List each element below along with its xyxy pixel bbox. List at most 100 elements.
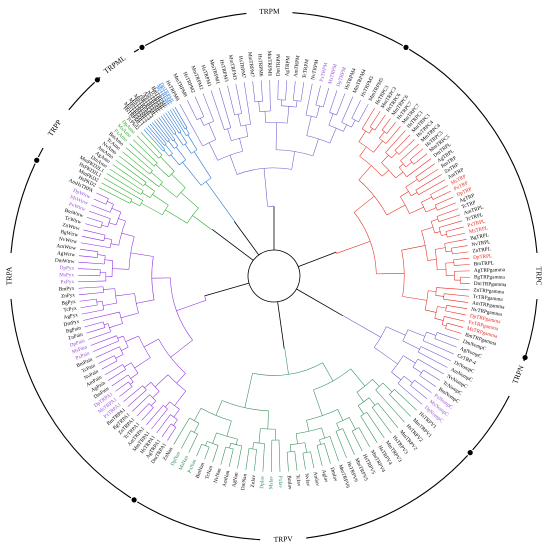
- branch: [237, 114, 242, 127]
- branch: [111, 208, 122, 213]
- branch: [379, 138, 387, 144]
- branch: [358, 165, 372, 181]
- branch: [401, 245, 426, 251]
- branch: [233, 220, 260, 256]
- leaf-label: DpTRPL: [473, 253, 492, 261]
- branch: [400, 191, 409, 197]
- branch: [306, 116, 312, 136]
- branch: [319, 439, 321, 445]
- leaf-label: MmTRPM6: [266, 51, 273, 77]
- leaf-label: MmTRPM3: [227, 54, 238, 80]
- branch: [215, 400, 223, 416]
- leaf-label: DpPain: [69, 338, 86, 349]
- branch: [405, 179, 418, 188]
- branch: [403, 375, 413, 384]
- branch: [306, 420, 310, 432]
- branch: [84, 321, 104, 328]
- branch: [208, 123, 217, 140]
- branch: [369, 126, 376, 131]
- branch: [204, 446, 210, 460]
- branch: [244, 373, 253, 408]
- branch: [432, 190, 451, 200]
- branch: [167, 374, 186, 392]
- branch: [204, 282, 250, 297]
- branch: [130, 372, 139, 379]
- branch: [374, 347, 398, 365]
- branch: [152, 194, 169, 206]
- leaf-label: AgPyx: [63, 312, 79, 321]
- leaf-label: DmWtrw: [55, 258, 75, 265]
- branch: [79, 255, 98, 258]
- branch: [118, 221, 126, 246]
- branch: [386, 204, 406, 216]
- branch: [269, 80, 271, 111]
- branch: [421, 226, 434, 232]
- branch: [140, 131, 163, 156]
- branch: [336, 241, 371, 254]
- leaf-label: AmIav: [312, 471, 321, 487]
- branch: [295, 433, 298, 444]
- branch: [298, 251, 337, 268]
- branch: [447, 322, 464, 328]
- branch: [212, 445, 219, 463]
- branch: [78, 286, 104, 289]
- leaf-label: BmPyx: [59, 286, 75, 293]
- group-label-trpn: TRPN: [510, 363, 526, 385]
- branch: [154, 374, 169, 387]
- leaf-label: MmTRPM7: [246, 52, 255, 78]
- branch: [329, 128, 337, 144]
- branch: [192, 215, 213, 231]
- branch: [366, 412, 385, 439]
- branch: [104, 259, 113, 261]
- branch: [162, 204, 169, 215]
- group-label-trpa: TRPA: [5, 266, 14, 285]
- branch: [434, 318, 444, 321]
- branch: [381, 169, 389, 177]
- branch: [247, 249, 301, 303]
- branch: [405, 186, 412, 197]
- branch: [205, 181, 235, 222]
- branch: [224, 127, 231, 131]
- branch: [204, 295, 207, 301]
- branch: [386, 122, 396, 134]
- branch: [187, 100, 198, 120]
- branch: [93, 340, 119, 352]
- branch: [385, 126, 401, 144]
- branch: [315, 85, 321, 106]
- branch: [120, 312, 139, 319]
- branch: [443, 293, 445, 300]
- branch: [421, 196, 432, 203]
- branch: [160, 115, 175, 135]
- branch: [406, 158, 432, 178]
- leaf-label: MsPain: [71, 344, 88, 355]
- branch: [352, 427, 359, 432]
- branch: [112, 164, 144, 187]
- branch: [168, 140, 175, 149]
- branch: [196, 443, 203, 457]
- leaf-label: TcTRPL: [465, 212, 484, 223]
- branch: [147, 125, 165, 146]
- branch: [343, 124, 347, 132]
- branch: [436, 287, 470, 291]
- branch: [400, 160, 407, 168]
- branch: [108, 369, 126, 381]
- branch: [445, 226, 464, 232]
- branch: [174, 106, 188, 128]
- branch: [350, 368, 366, 387]
- branch: [136, 403, 150, 417]
- branch: [152, 122, 168, 142]
- leaf-label: PxTRP: [453, 180, 469, 192]
- branch: [127, 374, 134, 383]
- branch: [291, 151, 296, 170]
- branch: [361, 107, 375, 129]
- leaf-label: DmPyx: [63, 319, 80, 329]
- branch: [254, 449, 257, 472]
- branch: [128, 236, 135, 270]
- leaf-label: BgWtrw: [60, 229, 79, 239]
- branch: [180, 430, 192, 449]
- branch: [439, 220, 463, 228]
- branch: [167, 111, 182, 132]
- branch: [434, 231, 441, 234]
- branch: [218, 87, 232, 128]
- branch: [143, 129, 164, 152]
